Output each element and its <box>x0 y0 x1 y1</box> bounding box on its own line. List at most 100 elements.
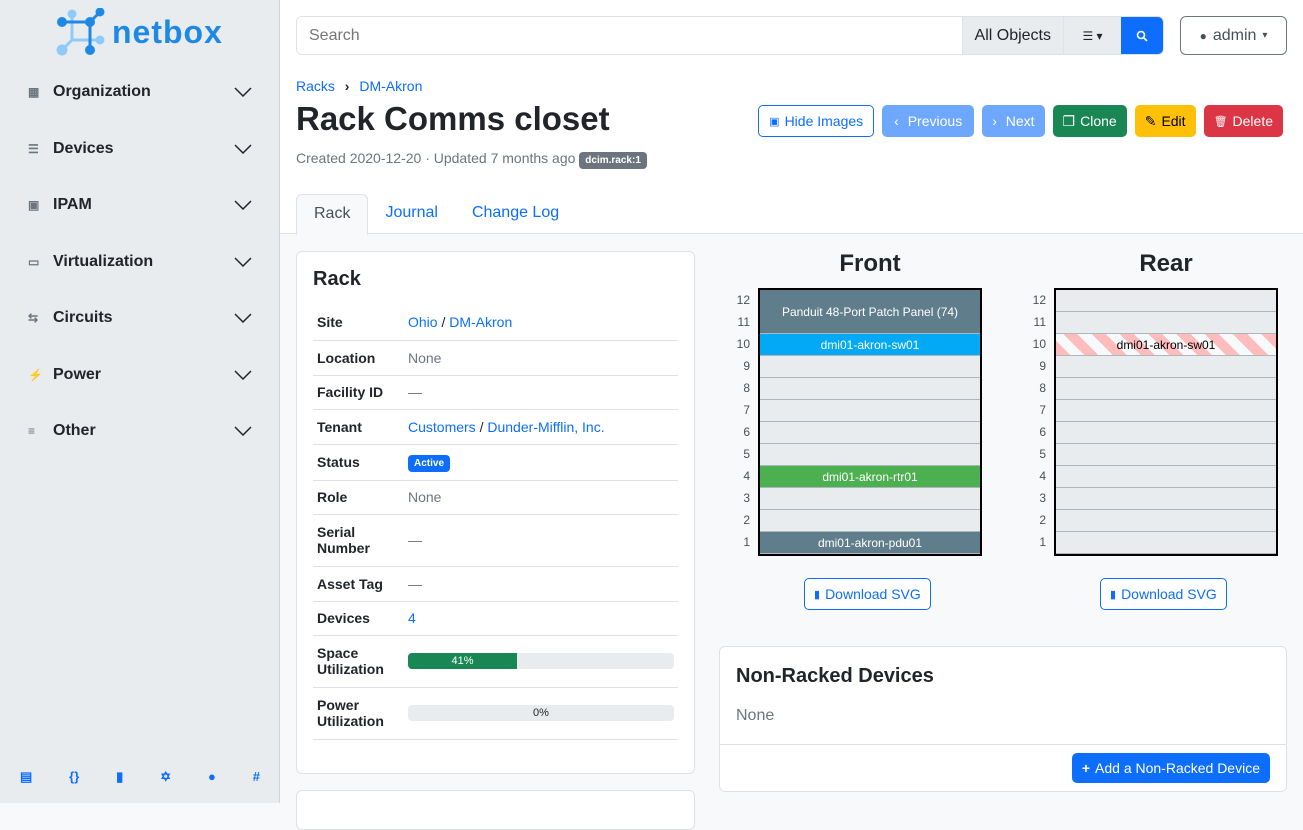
region-link[interactable]: Ohio <box>408 314 438 331</box>
object-type-select[interactable]: All Objects <box>961 17 1063 54</box>
rack-device[interactable]: dmi01-akron-sw01 <box>1056 334 1276 356</box>
delete-button[interactable]: 🗑 Delete <box>1203 105 1283 137</box>
clone-label: Clone <box>1080 113 1117 129</box>
rear-title: Rear <box>1139 250 1193 277</box>
tenant-link[interactable]: Dunder-Mifflin, Inc. <box>487 418 605 435</box>
sidebar-item-virtualization[interactable]: ▭ Virtualization <box>28 247 252 277</box>
book-icon[interactable]: ▤ <box>20 769 33 784</box>
slack-icon[interactable]: # <box>252 769 260 784</box>
download-rear-svg-button[interactable]: ▮ Download SVG <box>1100 578 1227 610</box>
tab-changelog[interactable]: Change Log <box>471 204 560 221</box>
flash-icon: ⚡ <box>28 367 43 382</box>
unit-label: 9 <box>1039 359 1046 373</box>
empty-unit[interactable] <box>1056 488 1276 510</box>
unit-label: 7 <box>1039 403 1046 417</box>
front-title: Front <box>839 250 901 277</box>
previous-button[interactable]: ‹ Previous <box>882 105 975 137</box>
unit-label: 6 <box>1039 425 1046 439</box>
next-button[interactable]: › Next <box>982 105 1045 137</box>
label: Location <box>313 340 404 376</box>
empty-unit[interactable] <box>1056 356 1276 378</box>
label: Asset Tag <box>313 566 404 602</box>
empty-unit[interactable] <box>1056 510 1276 532</box>
add-label: Add a Non-Racked Device <box>1095 760 1260 776</box>
sidebar-item-devices[interactable]: ☰ Devices <box>28 134 252 164</box>
empty-unit[interactable] <box>1056 312 1276 334</box>
value: None <box>404 480 678 515</box>
download-front-svg-button[interactable]: ▮ Download SVG <box>804 578 931 610</box>
unit-label: 2 <box>743 513 750 527</box>
breadcrumb-racks[interactable]: Racks <box>296 78 335 94</box>
plus-icon: + <box>1081 760 1091 776</box>
empty-unit[interactable] <box>1056 422 1276 444</box>
file-icon: ▮ <box>814 588 821 601</box>
rack-device[interactable]: dmi01-akron-sw01 <box>760 334 980 356</box>
download-label: Download SVG <box>1121 586 1217 602</box>
unit-label: 8 <box>1039 381 1046 395</box>
tab-rack[interactable]: Rack <box>296 194 369 235</box>
empty-unit[interactable] <box>760 488 980 510</box>
empty-unit[interactable] <box>1056 444 1276 466</box>
add-non-racked-device-button[interactable]: + Add a Non-Racked Device <box>1071 753 1270 783</box>
empty-unit[interactable] <box>760 356 980 378</box>
rack-device[interactable]: Panduit 48-Port Patch Panel (74) <box>760 290 980 334</box>
docs-icon[interactable]: ▮ <box>116 769 124 784</box>
pencil-icon: ✎ <box>1144 112 1157 129</box>
sidebar-item-circuits[interactable]: ⇆ Circuits <box>28 303 252 333</box>
building-icon: ▦ <box>28 85 40 99</box>
empty-unit[interactable] <box>1056 466 1276 488</box>
front-elevation: Panduit 48-Port Patch Panel (74) dmi01-ak… <box>758 288 982 556</box>
site-link[interactable]: DM-Akron <box>449 314 513 331</box>
clone-button[interactable]: ❐ Clone <box>1052 105 1127 137</box>
previous-label: Previous <box>907 113 963 129</box>
chevron-down-icon <box>234 313 252 323</box>
empty-unit[interactable] <box>1056 532 1276 554</box>
empty-unit[interactable] <box>760 444 980 466</box>
github-icon[interactable]: ● <box>207 769 216 784</box>
value: — <box>404 514 678 567</box>
empty-unit[interactable] <box>760 422 980 444</box>
unit-label: 10 <box>736 337 750 351</box>
breadcrumb-site[interactable]: DM-Akron <box>359 78 423 94</box>
empty-unit[interactable] <box>760 510 980 532</box>
filter-dropdown[interactable]: ☰ ▾ <box>1063 17 1121 54</box>
netbox-logo[interactable]: netbox <box>56 8 223 56</box>
unit-label: 5 <box>743 447 750 461</box>
non-racked-value: None <box>736 707 775 724</box>
chevron-left-icon: ‹ <box>894 113 903 129</box>
tenant-group-link[interactable]: Customers <box>408 418 476 435</box>
sidebar-item-ipam[interactable]: ▣ IPAM <box>28 190 252 220</box>
sidebar-item-other[interactable]: ≡ Other <box>28 416 252 446</box>
unit-label: 9 <box>743 359 750 373</box>
graphql-icon[interactable]: ✡ <box>160 769 172 784</box>
sidebar: netbox ▦ Organization ☰ Devices ▣ IPAM ▭ Virtua… <box>0 0 280 803</box>
created-updated: Created 2020-12-20 · Updated 7 months ag… <box>296 150 576 166</box>
table-row: Power Utilization 0% <box>313 687 678 740</box>
tab-journal[interactable]: Journal <box>385 204 438 221</box>
rear-elevation: dmi01-akron-sw01 <box>1054 288 1278 556</box>
sidebar-item-label: Other <box>53 422 96 439</box>
empty-unit[interactable] <box>1056 378 1276 400</box>
api-icon[interactable]: {} <box>69 769 80 784</box>
empty-unit[interactable] <box>1056 400 1276 422</box>
label: Devices <box>313 601 404 636</box>
empty-unit[interactable] <box>1056 290 1276 312</box>
empty-unit[interactable] <box>760 400 980 422</box>
non-racked-devices-card: Non-Racked Devices None + Add a Non-Racke… <box>719 646 1287 792</box>
sidebar-item-power[interactable]: ⚡ Power <box>28 360 252 390</box>
rack-device[interactable]: dmi01-akron-pdu01 <box>760 532 980 554</box>
user-menu[interactable]: ● admin ▾ <box>1180 16 1287 55</box>
search-button[interactable] <box>1121 17 1163 54</box>
unit-label: 2 <box>1039 513 1046 527</box>
object-identifier-badge: dcim.rack:1 <box>579 152 647 169</box>
devices-link[interactable]: 4 <box>408 610 416 626</box>
rack-device[interactable]: dmi01-akron-rtr01 <box>760 466 980 488</box>
sidebar-item-organization[interactable]: ▦ Organization <box>28 77 252 107</box>
label: Serial Number <box>313 514 404 567</box>
hide-images-button[interactable]: ▣ Hide Images <box>758 105 875 137</box>
file-image-icon: ▣ <box>769 115 780 128</box>
search-input[interactable] <box>297 17 962 54</box>
edit-button[interactable]: ✎ Edit <box>1134 105 1196 137</box>
empty-unit[interactable] <box>760 378 980 400</box>
unit-label: 12 <box>736 293 750 307</box>
